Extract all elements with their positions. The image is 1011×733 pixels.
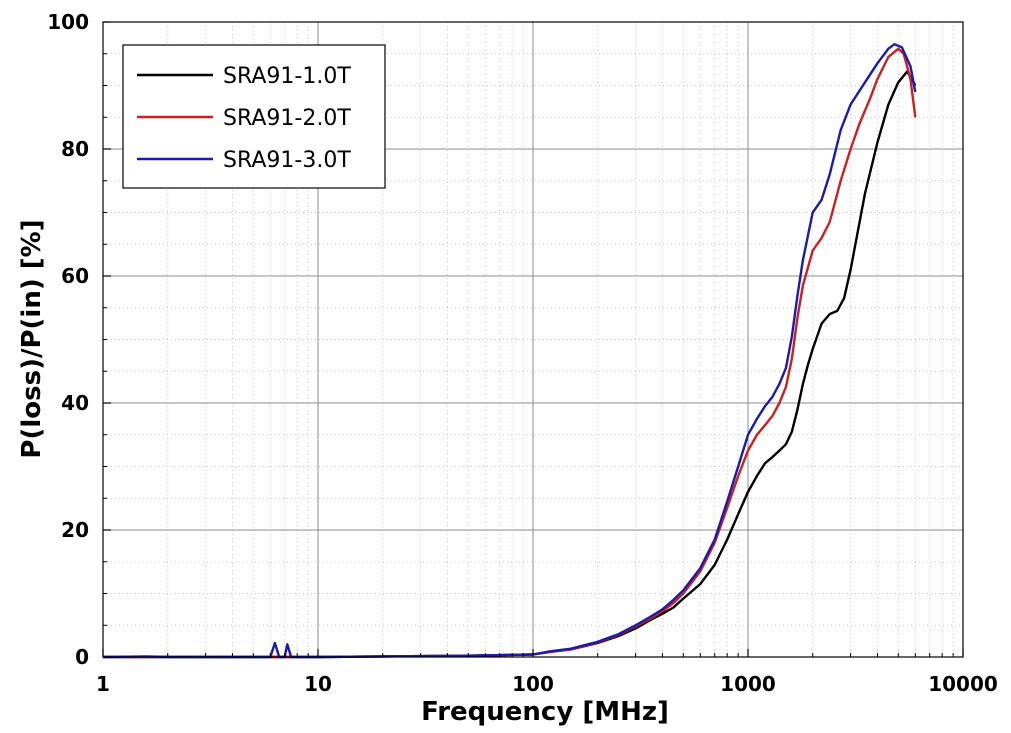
y-tick-label: 20 bbox=[61, 518, 89, 542]
legend: SRA91-1.0T SRA91-2.0T SRA91-3.0T bbox=[122, 44, 386, 189]
y-tick-label: 80 bbox=[61, 137, 89, 161]
x-tick-label: 1000 bbox=[720, 672, 776, 696]
x-tick-label: 10 bbox=[304, 672, 332, 696]
legend-label-1: SRA91-1.0T bbox=[223, 64, 351, 89]
x-axis-title: Frequency [MHz] bbox=[421, 697, 669, 727]
x-tick-label: 100 bbox=[512, 672, 554, 696]
y-tick-label: 0 bbox=[75, 645, 89, 669]
series-layer bbox=[102, 43, 917, 659]
y-tick-label: 60 bbox=[61, 264, 89, 288]
x-tick-label: 1 bbox=[96, 672, 110, 696]
tick-labels: 1 10 100 1000 10000 0 20 40 60 80 100 bbox=[47, 10, 998, 696]
axis-ticks bbox=[102, 21, 964, 658]
x-tick-label: 10000 bbox=[928, 672, 998, 696]
y-tick-label: 100 bbox=[47, 10, 89, 34]
y-axis-title: P(loss)/P(in) [%] bbox=[17, 219, 47, 458]
y-tick-label: 40 bbox=[61, 391, 89, 415]
series-line-3 bbox=[102, 43, 917, 659]
legend-label-2: SRA91-2.0T bbox=[223, 106, 351, 131]
legend-label-3: SRA91-3.0T bbox=[223, 148, 351, 173]
